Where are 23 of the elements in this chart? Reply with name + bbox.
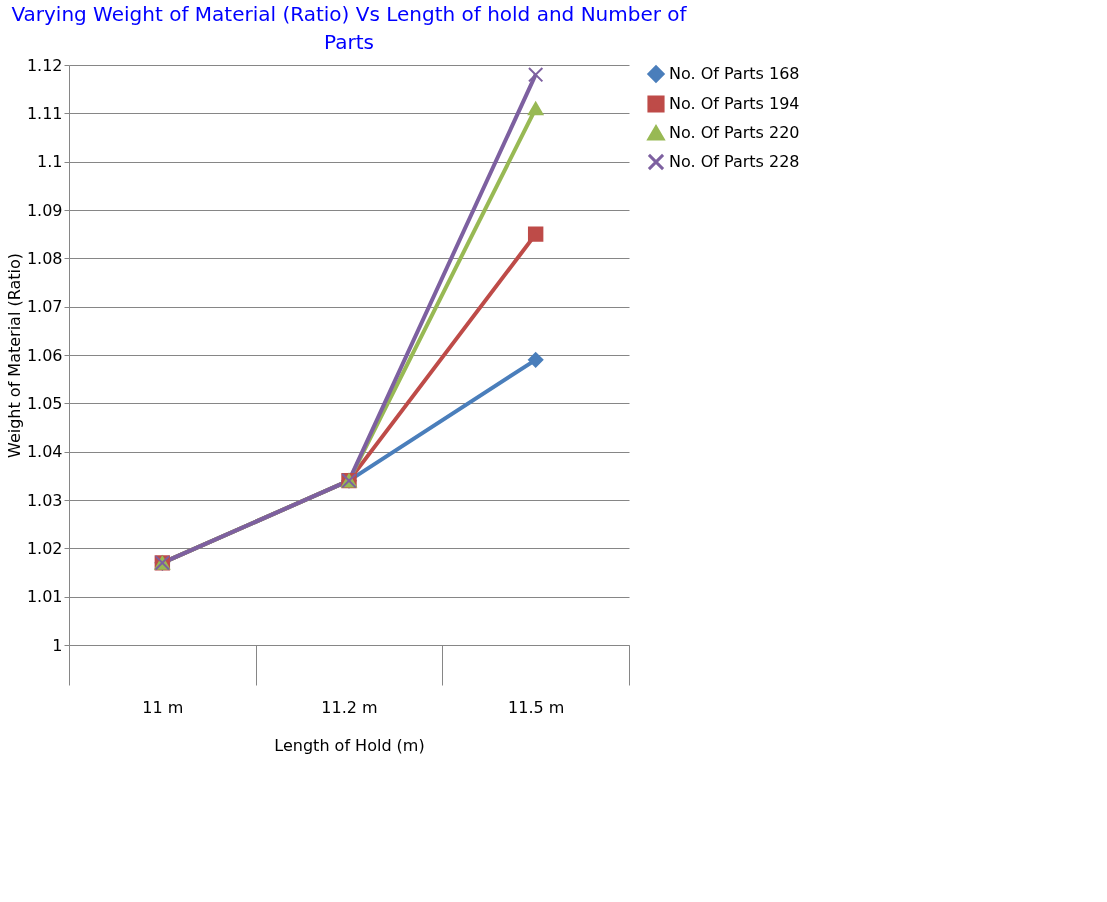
y-tick-label: 1.04	[26, 442, 63, 462]
chart-title: Varying Weight of Material (Ratio) Vs Length of hold and Number of Parts	[11, 2, 688, 54]
y-tick-label: 1.11	[26, 103, 63, 123]
y-tick-label: 1.05	[26, 393, 63, 413]
y-tick-label: 1.12	[26, 55, 63, 75]
legend-label: No. Of Parts 168	[669, 64, 800, 83]
y-tick-label: 1.03	[26, 490, 63, 510]
legend-label: No. Of Parts 194	[669, 94, 800, 113]
y-tick-label: 1	[52, 635, 63, 655]
y-tick-label: 1.08	[26, 248, 63, 268]
y-axis-title: Weight of Material (Ratio)	[4, 253, 24, 458]
y-tick-label: 1.1	[37, 152, 63, 172]
x-tick-label: 11.2 m	[321, 697, 378, 717]
x-tick-label: 11 m	[142, 697, 184, 717]
legend-label: No. Of Parts 228	[669, 152, 800, 171]
y-tick-label: 1.06	[26, 345, 63, 365]
x-axis-title: Length of Hold (m)	[274, 735, 425, 755]
y-tick-label: 1.09	[26, 200, 63, 220]
y-tick-label: 1.07	[26, 297, 63, 317]
y-tick-label: 1.02	[26, 538, 63, 558]
y-tick-label: 1.01	[26, 587, 63, 607]
x-tick-label: 11.5 m	[508, 697, 565, 717]
legend-label: No. Of Parts 220	[669, 123, 800, 142]
